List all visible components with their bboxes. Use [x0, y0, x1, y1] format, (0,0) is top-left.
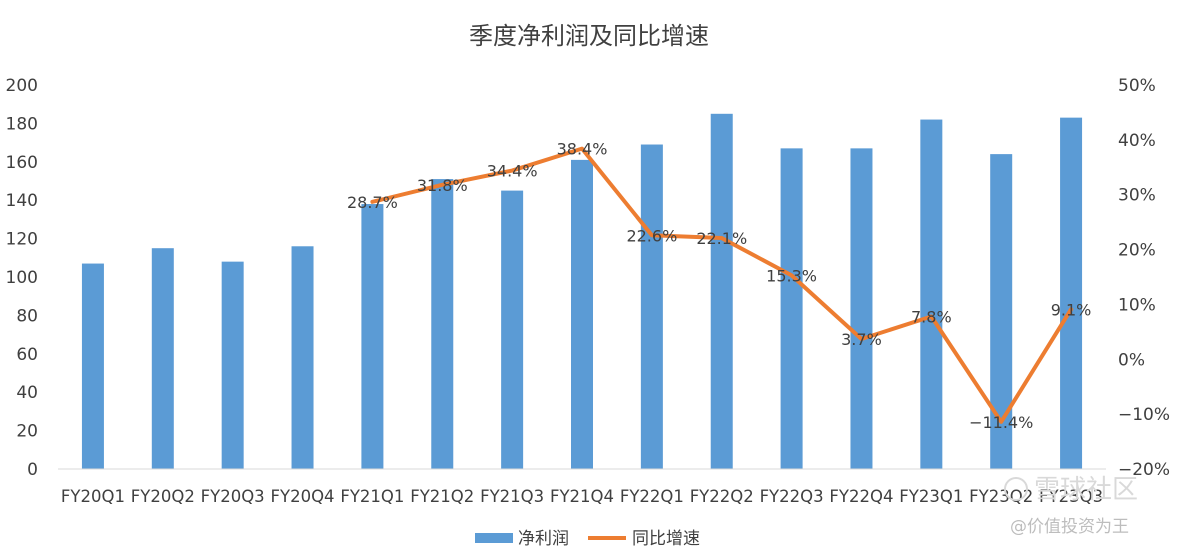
- y-right-tick-label: 40%: [1118, 131, 1156, 151]
- x-tick-label: FY21Q4: [550, 487, 614, 506]
- y-left-tick-label: 180: [6, 114, 38, 134]
- x-tick-label: FY22Q2: [690, 487, 754, 506]
- bar: [151, 248, 174, 469]
- watermark-handle: @价值投资为王: [1010, 517, 1129, 537]
- line-series: [370, 146, 1074, 424]
- x-tick-label: FY23Q3: [1039, 487, 1103, 506]
- y-right-tick-label: 10%: [1118, 295, 1156, 315]
- y-left-tick-label: 140: [6, 191, 38, 211]
- y-left-tick-label: 160: [6, 153, 38, 173]
- bar: [920, 119, 943, 469]
- bar-series: [81, 113, 1083, 470]
- x-tick-label: FY22Q1: [620, 487, 684, 506]
- x-tick-label: FY22Q4: [829, 487, 893, 506]
- x-tick-label: FY20Q1: [61, 487, 125, 506]
- y-left-tick-label: 120: [6, 230, 38, 250]
- x-tick-label: FY20Q3: [201, 487, 265, 506]
- bar: [1060, 117, 1083, 469]
- x-tick-label: FY21Q2: [410, 487, 474, 506]
- x-tick-label: FY21Q1: [340, 487, 404, 506]
- legend-swatch-bar: [475, 533, 513, 543]
- y-left-tick-label: 40: [16, 383, 38, 403]
- bar: [990, 154, 1013, 469]
- y-right-tick-label: 0%: [1118, 350, 1145, 370]
- line-data-label: 31.8%: [417, 176, 468, 195]
- y-left-tick-label: 60: [16, 345, 38, 365]
- line-data-label: 28.7%: [347, 193, 398, 212]
- chart-title: 季度净利润及同比增速: [469, 22, 709, 50]
- x-tick-label: FY20Q4: [271, 487, 335, 506]
- bar: [850, 148, 873, 470]
- x-tick-label: FY20Q2: [131, 487, 195, 506]
- y-axis-right: −20% −10% 0% 10% 20% 30% 40% 50%: [1118, 76, 1170, 480]
- bar: [571, 159, 593, 469]
- bar: [361, 204, 384, 470]
- line-data-label: −11.4%: [969, 413, 1033, 432]
- y-axis-left: 0 20 40 60 80 100 120 140 160 180 200: [6, 76, 38, 480]
- line-path: [370, 146, 1074, 424]
- line-data-label: 22.6%: [626, 226, 677, 245]
- y-left-tick-label: 200: [6, 76, 38, 96]
- line-data-label: 7.8%: [911, 307, 952, 326]
- x-tick-label: FY23Q1: [899, 487, 963, 506]
- bar: [640, 144, 663, 469]
- line-data-label: 22.1%: [696, 229, 747, 248]
- y-left-tick-label: 0: [27, 460, 38, 480]
- x-tick-label: FY23Q2: [969, 487, 1033, 506]
- y-right-tick-label: −10%: [1118, 405, 1170, 425]
- y-left-tick-label: 100: [6, 268, 38, 288]
- line-data-label: 34.4%: [487, 162, 538, 181]
- line-data-labels: 28.7% 31.8% 34.4% 38.4% 22.6% 22.1% 15.3% 3.7% 7…: [347, 140, 1091, 432]
- x-tick-label: FY21Q3: [480, 487, 544, 506]
- watermark: 雪球社区 @价值投资为王: [1004, 475, 1138, 537]
- line-data-label: 38.4%: [557, 140, 608, 159]
- y-right-tick-label: 50%: [1118, 76, 1156, 96]
- bar: [431, 179, 454, 469]
- y-left-tick-label: 20: [16, 422, 38, 442]
- legend-label-line: 同比增速: [632, 529, 700, 549]
- bar: [710, 113, 733, 470]
- y-right-tick-label: 30%: [1118, 186, 1156, 206]
- bar: [291, 246, 314, 469]
- bar: [780, 148, 803, 470]
- legend: 净利润 同比增速: [475, 529, 700, 549]
- x-tick-label: FY22Q3: [760, 487, 824, 506]
- x-axis: FY20Q1 FY20Q2 FY20Q3 FY20Q4 FY21Q1 FY21Q2 FY21…: [61, 487, 1103, 506]
- y-right-tick-label: 20%: [1118, 241, 1156, 261]
- watermark-logo-icon: [1004, 477, 1028, 501]
- line-data-label: 15.3%: [766, 266, 817, 285]
- y-right-tick-label: −20%: [1118, 460, 1170, 480]
- line-data-label: 9.1%: [1051, 300, 1092, 319]
- bar: [221, 261, 244, 469]
- watermark-brand: 雪球社区: [1034, 475, 1138, 505]
- bar: [81, 263, 104, 469]
- y-left-tick-label: 80: [16, 306, 38, 326]
- bar: [501, 190, 524, 469]
- legend-label-bar: 净利润: [518, 529, 569, 549]
- line-data-label: 3.7%: [841, 330, 882, 349]
